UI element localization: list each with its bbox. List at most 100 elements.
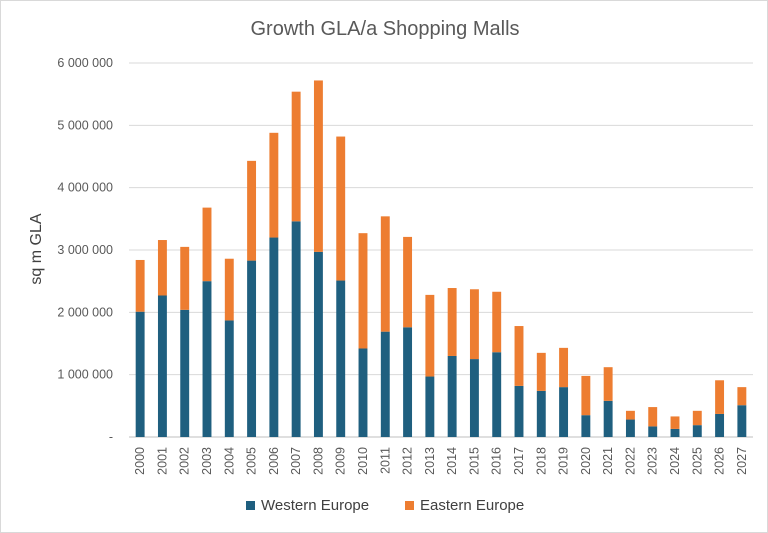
bar-eastern-europe-2024 [670, 416, 680, 429]
x-tick-label: 2001 [155, 447, 169, 475]
bar-eastern-europe-2009 [336, 136, 346, 281]
y-tick-label: 4 000 000 [57, 181, 113, 195]
bar-western-europe-2023 [648, 426, 658, 437]
bar-eastern-europe-2027 [737, 387, 747, 406]
bar-eastern-europe-2018 [536, 352, 546, 391]
bar-eastern-europe-2017 [514, 326, 524, 386]
bar-eastern-europe-2014 [447, 288, 457, 356]
x-tick-label: 2017 [512, 447, 526, 475]
bar-eastern-europe-2026 [715, 380, 725, 414]
y-tick-label: 2 000 000 [57, 305, 113, 319]
bar-eastern-europe-2005 [247, 160, 257, 261]
bar-western-europe-2017 [514, 385, 524, 437]
x-tick-label: 2003 [200, 447, 214, 475]
x-tick-label: 2007 [289, 447, 303, 475]
bar-western-europe-2009 [336, 280, 346, 437]
bar-western-europe-2005 [247, 260, 257, 437]
bar-eastern-europe-2000 [135, 259, 145, 312]
x-tick-label: 2015 [467, 447, 481, 475]
x-tick-label: 2025 [690, 447, 704, 475]
x-tick-label: 2002 [178, 447, 192, 475]
bar-western-europe-2024 [670, 428, 680, 437]
x-tick-label: 2014 [445, 447, 459, 475]
legend-label-eastern-europe: Eastern Europe [420, 497, 524, 514]
x-tick-label: 2016 [490, 447, 504, 475]
bar-eastern-europe-2003 [202, 207, 212, 282]
bar-eastern-europe-2020 [581, 375, 591, 416]
bar-western-europe-2020 [581, 415, 591, 437]
x-tick-label: 2023 [646, 447, 660, 475]
bar-eastern-europe-2013 [425, 294, 435, 377]
bar-western-europe-2027 [737, 405, 747, 437]
x-tick-label: 2011 [378, 447, 392, 474]
bar-western-europe-2007 [291, 221, 301, 437]
x-tick-label: 2006 [267, 447, 281, 475]
bar-eastern-europe-2021 [603, 367, 613, 401]
y-axis-title: sq m GLA [28, 213, 45, 284]
bar-western-europe-2008 [313, 251, 323, 437]
bar-western-europe-2018 [536, 390, 546, 437]
x-tick-label: 2021 [601, 447, 615, 475]
bar-western-europe-2011 [380, 331, 390, 437]
bar-western-europe-2003 [202, 281, 212, 437]
legend: Western Europe Eastern Europe [246, 497, 524, 514]
x-tick-label: 2024 [668, 447, 682, 475]
bar-western-europe-2010 [358, 348, 368, 437]
bar-western-europe-2015 [469, 359, 479, 437]
bar-western-europe-2006 [269, 237, 279, 437]
bar-eastern-europe-2010 [358, 233, 368, 349]
bar-western-europe-2000 [135, 311, 145, 437]
bar-western-europe-2025 [692, 425, 702, 437]
bar-eastern-europe-2012 [403, 236, 413, 328]
bar-eastern-europe-2011 [380, 216, 390, 332]
x-tick-label: 2027 [735, 447, 749, 475]
x-tick-label: 2004 [222, 447, 236, 475]
x-tick-label: 2020 [579, 447, 593, 475]
x-tick-label: 2009 [334, 447, 348, 475]
y-tick-label: - [109, 430, 113, 444]
y-tick-label: 5 000 000 [57, 118, 113, 132]
legend-label-western-europe: Western Europe [261, 497, 369, 514]
x-tick-label: 2012 [401, 447, 415, 475]
x-tick-label: 2019 [557, 447, 571, 475]
x-tick-label: 2018 [534, 447, 548, 475]
bar-eastern-europe-2002 [180, 246, 190, 310]
bar-eastern-europe-2023 [648, 407, 658, 427]
bar-western-europe-2004 [224, 320, 234, 437]
x-tick-label: 2010 [356, 447, 370, 475]
bar-western-europe-2001 [157, 295, 167, 437]
y-tick-label: 6 000 000 [57, 56, 113, 70]
y-tick-label: 3 000 000 [57, 243, 113, 257]
bar-western-europe-2014 [447, 355, 457, 437]
bar-eastern-europe-2019 [559, 347, 569, 388]
bar-western-europe-2019 [559, 387, 569, 437]
bars [135, 80, 747, 437]
bar-western-europe-2016 [492, 352, 502, 437]
legend-swatch-eastern-europe [405, 501, 414, 510]
y-tick-label: 1 000 000 [57, 368, 113, 382]
bar-eastern-europe-2016 [492, 291, 502, 353]
x-tick-label: 2022 [623, 447, 637, 475]
bar-eastern-europe-2015 [469, 289, 479, 360]
x-axis-ticks: 2000 2001 2002 2003 2004 2005 2006 2007 2008 2009… [133, 447, 749, 475]
bar-eastern-europe-2022 [625, 410, 635, 420]
bar-western-europe-2012 [403, 327, 413, 437]
bar-eastern-europe-2008 [313, 80, 323, 252]
chart-title: Growth GLA/a Shopping Malls [250, 18, 519, 40]
x-tick-label: 2005 [245, 447, 259, 475]
x-tick-label: 2008 [311, 447, 325, 475]
x-tick-label: 2013 [423, 447, 437, 475]
bar-western-europe-2013 [425, 376, 435, 437]
gridlines [129, 62, 753, 438]
bar-eastern-europe-2007 [291, 91, 301, 222]
bar-western-europe-2026 [715, 413, 725, 437]
bar-eastern-europe-2025 [692, 410, 702, 426]
y-axis-ticks: - 1 000 000 2 000 000 3 000 000 4 000 000 5 0… [57, 56, 113, 444]
bar-western-europe-2021 [603, 400, 613, 437]
x-tick-label: 2000 [133, 447, 147, 475]
bar-eastern-europe-2004 [224, 258, 234, 321]
x-tick-label: 2026 [713, 447, 727, 475]
bar-western-europe-2002 [180, 309, 190, 437]
